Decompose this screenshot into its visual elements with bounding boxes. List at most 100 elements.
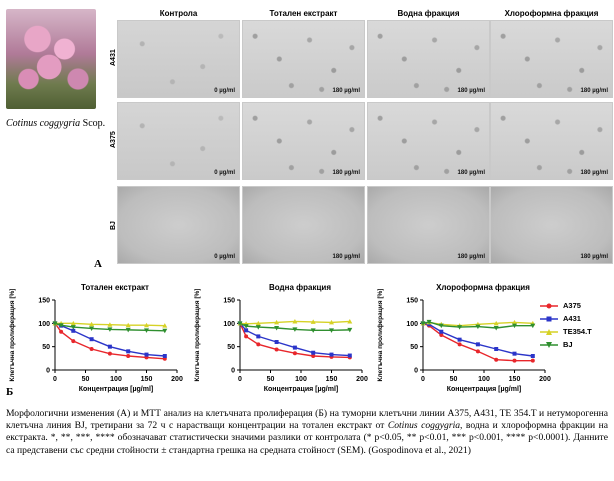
data-point [439,333,444,337]
plant-author: Scop. [80,118,106,129]
chart-title-total: Тотален екстракт [81,283,149,292]
x-tick-label: 150 [141,376,153,383]
dose-label: 0 µg/ml [214,88,235,94]
data-point [530,358,535,363]
x-tick-label: 200 [171,376,183,383]
x-tick-label: 150 [509,376,521,383]
data-point [70,325,76,330]
data-point [475,349,480,354]
data-point [457,342,462,347]
data-point [162,328,168,334]
data-point [71,328,76,333]
data-point [52,321,58,326]
panel-letter-b: Б [6,386,14,398]
legend-item-a431: A431 [540,312,592,325]
series-line-te354t [239,320,350,325]
y-tick-label: 150 [38,298,50,305]
y-axis-label: Клетъчна пролиферация [%] [9,289,16,382]
data-point [347,318,353,324]
caption-part1: Морфологични изменения (А) и МТТ анализ … [6,408,608,432]
data-point [311,354,316,358]
data-point [438,323,444,329]
data-point [512,323,517,329]
data-point [274,347,279,352]
series-line-a375 [54,322,165,360]
dose-label: 180 µg/ml [457,170,485,176]
data-point [439,329,444,334]
data-point [292,318,298,324]
x-tick-label: 150 [326,376,338,383]
data-point [125,327,131,333]
data-point [59,329,64,334]
data-point [347,327,353,333]
data-point [530,354,535,358]
micrograph-a375-total: 180 µg/ml [242,102,365,180]
x-tick-label: 50 [450,376,458,383]
data-point [126,349,131,354]
micrograph-a375-aqueous: 180 µg/ml [367,102,490,180]
series-line-bj [54,322,165,332]
x-tick-label: 50 [267,376,275,383]
micrograph-a431-chloroform: 180 µg/ml [490,20,613,98]
data-point [329,319,334,325]
y-tick-label: 50 [410,344,418,351]
series-line-a431 [239,322,350,357]
series-line-a431 [54,322,165,357]
data-point [243,324,249,329]
chart-title-aqueous: Водна фракция [269,283,331,292]
dose-label: 0 µg/ml [214,254,235,260]
micrograph-a431-aqueous: 180 µg/ml [367,20,490,98]
legend-label: A431 [563,314,581,323]
micrograph-a431-total: 180 µg/ml [242,20,365,98]
legend-item-te354t: TE354.T [540,325,592,338]
data-point [420,321,426,326]
data-point [255,325,261,330]
data-point [89,347,94,351]
micrograph-a375-chloroform: 180 µg/ml [490,102,613,180]
legend-label: BJ [563,340,573,349]
data-point [310,328,316,333]
data-point [244,328,249,333]
series-line-a375 [422,322,533,362]
data-point [126,354,131,358]
dose-label: 180 µg/ml [580,254,608,260]
data-point [237,321,243,326]
column-header-control: Контрола [159,9,198,18]
data-point [493,326,499,331]
data-point [329,352,334,357]
caption-part2: , водна и хлороформна фракции на екстрак… [6,420,608,456]
data-point [512,358,517,363]
data-point [144,328,149,333]
dose-label: 180 µg/ml [332,170,360,176]
data-point [107,351,112,356]
micrograph-a431-control: 0 µg/ml [117,20,240,98]
dose-label: 180 µg/ml [457,254,485,260]
dose-label: 0 µg/ml [214,170,235,176]
data-point [475,342,480,347]
data-point [107,327,113,332]
y-tick-label: 50 [227,344,235,351]
series-line-a375 [239,323,350,359]
y-axis-label: Клетъчна пролиферация [%] [194,289,201,382]
data-point [107,344,112,349]
data-point [512,319,517,325]
data-point [107,322,113,327]
column-header-chloroform: Хлороформна фракция [504,9,599,18]
chart-legend: A375 A431 TE354.T BJ [540,299,592,351]
data-point [125,322,131,328]
x-tick-label: 0 [53,376,57,383]
data-point [162,354,167,358]
micrograph-bj-aqueous: 180 µg/ml [367,186,490,264]
x-tick-label: 100 [295,376,307,383]
data-point [457,325,463,330]
data-point [310,319,316,324]
plant-species: Cotinus coggygria [6,118,81,129]
data-point [89,326,95,331]
y-tick-label: 0 [231,368,235,375]
micrograph-bj-control: 0 µg/ml [117,186,240,264]
legend-label: TE354.T [563,327,592,336]
micrograph-bj-chloroform: 180 µg/ml [490,186,613,264]
x-tick-label: 200 [356,376,368,383]
data-point [144,352,149,357]
